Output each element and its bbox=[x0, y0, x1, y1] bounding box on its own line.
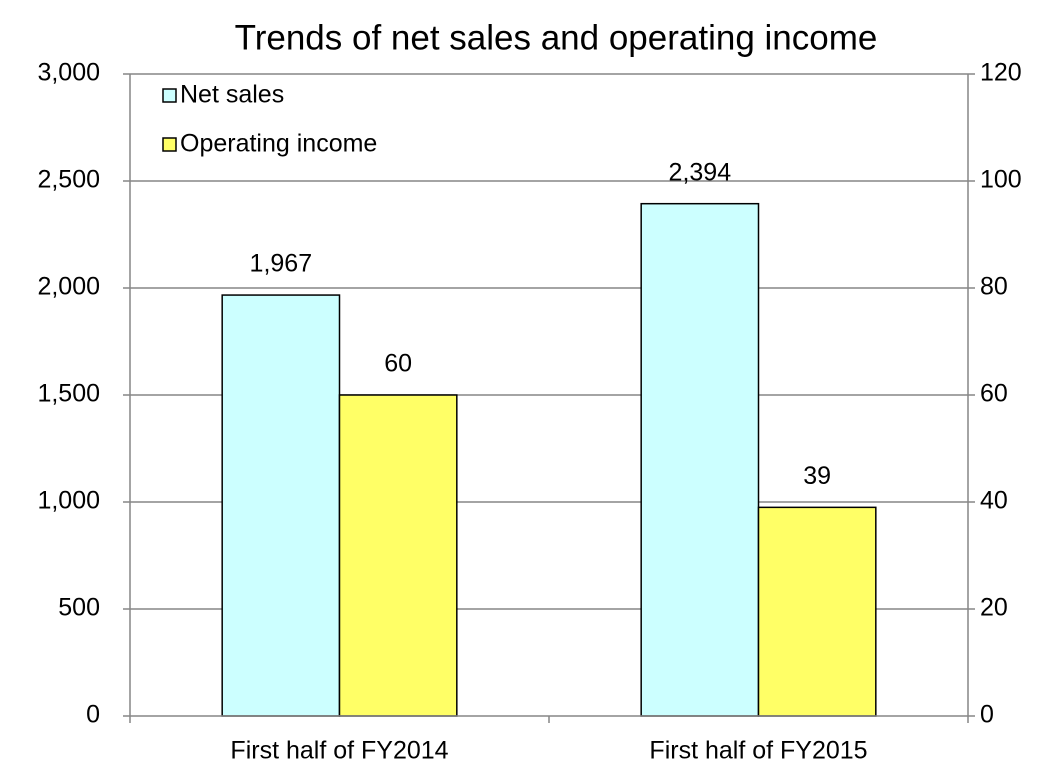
x-tick-label: First half of FY2015 bbox=[649, 737, 867, 765]
y2-tick-label: 20 bbox=[980, 594, 1008, 622]
y-tick-label: 3,000 bbox=[37, 59, 100, 87]
x-tick-label: First half of FY2014 bbox=[230, 737, 448, 765]
legend-swatch bbox=[162, 88, 177, 103]
y2-tick-label: 40 bbox=[980, 487, 1008, 515]
y2-tick-label: 60 bbox=[980, 380, 1008, 408]
y2-tick-label: 120 bbox=[980, 59, 1022, 87]
y-tick-label: 2,000 bbox=[37, 273, 100, 301]
data-label: 2,394 bbox=[669, 158, 732, 186]
y-tick-label: 0 bbox=[86, 701, 100, 729]
data-label: 1,967 bbox=[250, 250, 313, 278]
y2-tick-label: 80 bbox=[980, 273, 1008, 301]
bar bbox=[640, 202, 760, 717]
legend-label: Operating income bbox=[180, 130, 377, 158]
y-tick-label: 1,500 bbox=[37, 380, 100, 408]
bar bbox=[221, 294, 341, 717]
chart-title: Trends of net sales and operating income bbox=[235, 18, 878, 57]
y-tick-label: 1,000 bbox=[37, 487, 100, 515]
y2-tick-label: 0 bbox=[980, 701, 994, 729]
bar bbox=[338, 394, 458, 717]
y2-tick-label: 100 bbox=[980, 166, 1022, 194]
y-tick-label: 500 bbox=[58, 594, 100, 622]
legend-label: Net sales bbox=[180, 81, 284, 109]
data-label: 60 bbox=[384, 350, 412, 378]
y-tick-label: 2,500 bbox=[37, 166, 100, 194]
legend-swatch bbox=[162, 137, 177, 152]
bar bbox=[757, 506, 877, 717]
data-label: 39 bbox=[803, 462, 831, 490]
